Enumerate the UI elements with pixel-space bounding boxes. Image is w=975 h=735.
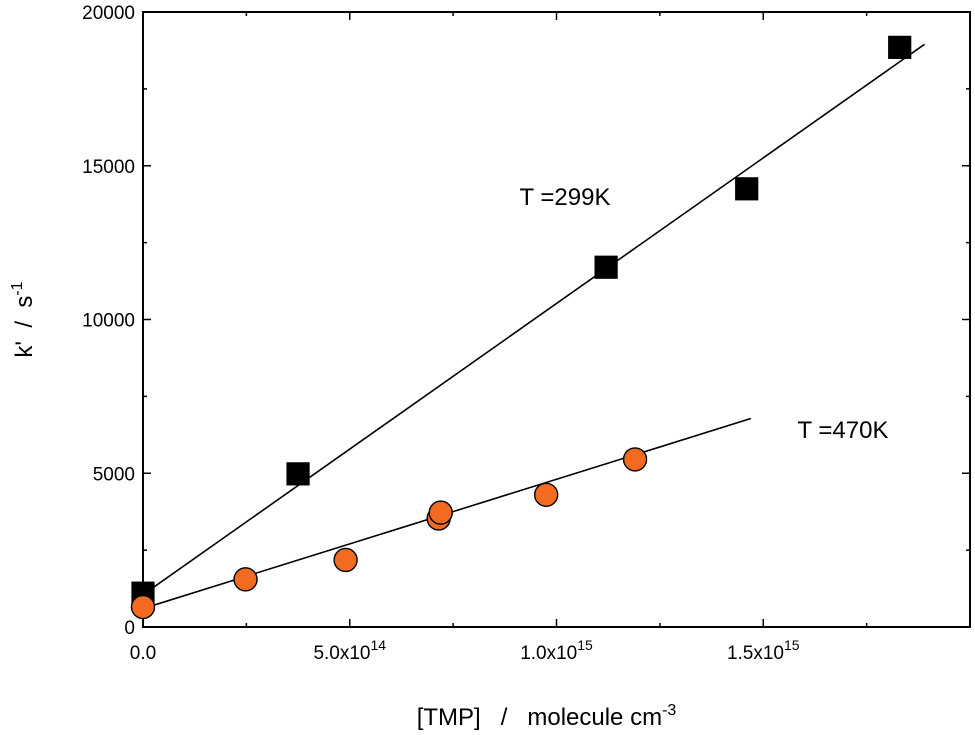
data-point-circle (333, 547, 358, 573)
data-point-square (888, 35, 912, 59)
y-tick-label: 15000 (82, 157, 135, 178)
data-point-circle (428, 500, 453, 525)
fit-line (142, 43, 925, 596)
y-tick-label: 10000 (82, 311, 135, 332)
data-point-circle (533, 482, 559, 507)
data-point-square (594, 255, 618, 279)
data-point-square (286, 462, 310, 486)
fit-lines (142, 43, 925, 610)
series-annotation: T =470K (798, 417, 889, 444)
data-point-circle (233, 567, 258, 592)
x-tick-label: 0.0 (130, 643, 156, 664)
data-point-circle (622, 447, 648, 472)
data-point-circle (130, 594, 156, 620)
series-annotation: T =299K (520, 184, 611, 211)
x-tick-label: 1.0x1015 (520, 637, 593, 664)
y-tick-label: 0 (124, 618, 135, 639)
data-points (130, 35, 912, 620)
annotations: T =299K T =470K (520, 184, 889, 444)
x-axis-title: [TMP] / molecule cm-3 (417, 702, 677, 731)
x-tick-label: 5.0x1014 (313, 637, 386, 664)
y-axis-title: k' / s-1 (9, 281, 38, 357)
y-tick-label: 5000 (93, 464, 135, 485)
x-tick-label: 1.5x1015 (727, 637, 800, 664)
data-point-square (735, 177, 759, 201)
plot-frame (142, 11, 971, 628)
y-tick-label: 20000 (82, 3, 135, 24)
axes: 0.0 5.0x1014 1.0x1015 1.5x1015 0 5000 10000 150… (9, 3, 971, 731)
